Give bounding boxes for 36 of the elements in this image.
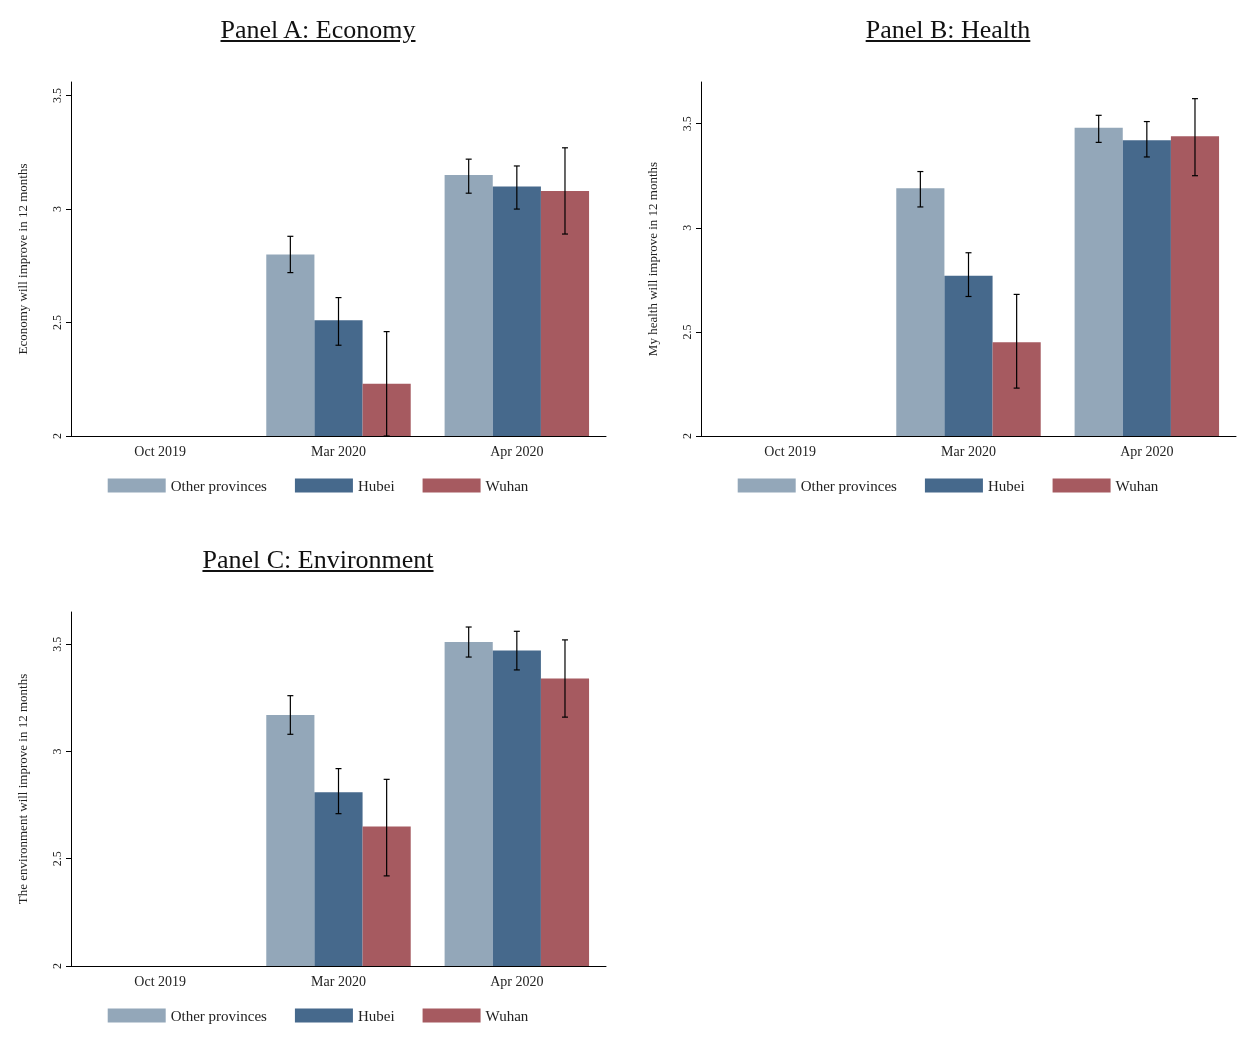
legend-label: Hubei <box>987 477 1025 494</box>
chart-title: Panel B: Health <box>864 14 1032 46</box>
legend-label: Hubei <box>357 477 395 494</box>
y-tick-label: 3.5 <box>50 88 64 104</box>
y-tick-label: 3 <box>50 748 64 755</box>
legend-label: Other provinces <box>800 477 898 494</box>
x-tick-label: Mar 2020 <box>311 973 366 989</box>
y-axis-title: My health will improve in 12 months <box>645 161 660 357</box>
y-tick-label: 2 <box>50 963 64 969</box>
x-tick-label: Apr 2020 <box>490 443 544 459</box>
x-tick-label: Oct 2019 <box>764 443 817 459</box>
y-tick-label: 3.5 <box>680 116 694 132</box>
legend-label: Other provinces <box>170 477 268 494</box>
y-tick-label: 2.5 <box>680 324 694 340</box>
x-tick-label: Oct 2019 <box>134 973 187 989</box>
x-tick-label: Oct 2019 <box>134 443 187 459</box>
chart-title: Panel A: Economy <box>219 14 417 46</box>
x-tick-label: Mar 2020 <box>311 443 366 459</box>
legend-label: Wuhan <box>485 477 529 494</box>
y-tick-label: 3 <box>680 224 694 231</box>
legend-label: Wuhan <box>1115 477 1159 494</box>
y-tick-label: 3 <box>50 206 64 213</box>
y-tick-label: 2 <box>50 433 64 439</box>
legend-label: Hubei <box>357 1007 395 1024</box>
x-tick-label: Apr 2020 <box>1120 443 1174 459</box>
legend-label: Wuhan <box>485 1007 529 1024</box>
x-tick-label: Mar 2020 <box>941 443 996 459</box>
y-axis-title: The environment will improve in 12 months <box>15 673 30 905</box>
chart-title: Panel C: Environment <box>201 544 435 576</box>
y-tick-label: 2 <box>680 433 694 439</box>
y-tick-label: 2.5 <box>50 851 64 867</box>
legend-label: Other provinces <box>170 1007 268 1024</box>
y-axis-title: Economy will improve in 12 months <box>15 163 30 355</box>
y-tick-label: 2.5 <box>50 315 64 331</box>
y-tick-label: 3.5 <box>50 636 64 652</box>
x-tick-label: Apr 2020 <box>490 973 544 989</box>
